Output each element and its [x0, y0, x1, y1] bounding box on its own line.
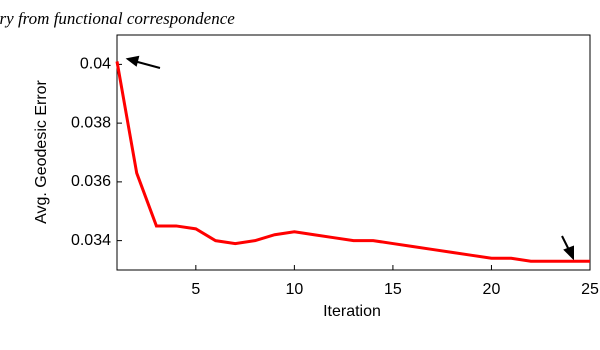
x-tick-label: 15 [384, 281, 402, 298]
y-tick-label: 0.036 [71, 173, 111, 190]
x-tick-label: 10 [285, 281, 303, 298]
x-tick-label: 5 [191, 281, 200, 298]
x-tick-label: 20 [483, 281, 501, 298]
y-tick-label: 0.034 [71, 232, 111, 249]
x-axis-label: Iteration [323, 303, 381, 320]
plot-frame [116, 34, 591, 271]
arrowhead [125, 55, 140, 67]
arrowhead [563, 245, 574, 261]
x-tick-label: 25 [581, 281, 599, 298]
y-tick-label: 0.04 [80, 56, 111, 73]
y-tick-label: 0.038 [71, 114, 111, 131]
arrow [133, 60, 161, 69]
data-line [115, 61, 590, 263]
caption: ery from functional correspondence [0, 9, 235, 28]
y-axis-label: Avg. Geodesic Error [33, 79, 50, 223]
arrows [125, 55, 574, 261]
